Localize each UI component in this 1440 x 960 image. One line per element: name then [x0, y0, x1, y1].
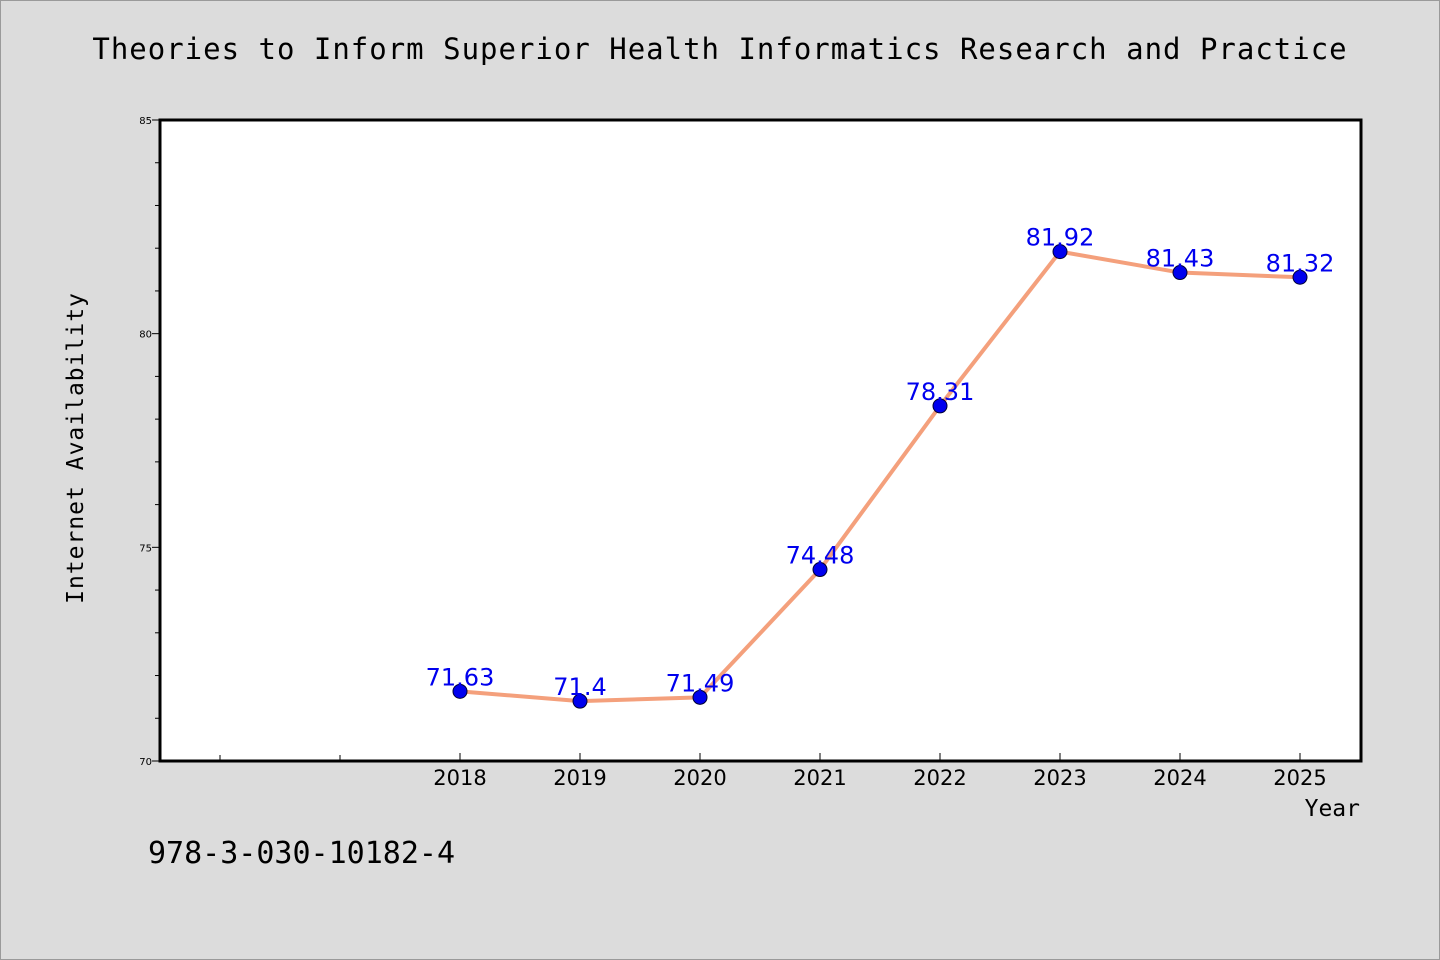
x-tick-label: 2018 — [433, 766, 486, 790]
series-group: 71.63 71.4 71.49 74.48 78.31 81.92 81.43 81.32 — [426, 224, 1335, 709]
data-point — [932, 398, 948, 414]
x-tick-label: 2024 — [1153, 766, 1206, 790]
data-label: 71.4 — [553, 673, 606, 701]
x-axis-label: Year — [1304, 796, 1360, 822]
y-axis: 70 75 80 85 — [139, 116, 160, 768]
data-label: 81.92 — [1026, 224, 1095, 252]
data-label: 81.32 — [1266, 249, 1335, 277]
data-point — [692, 689, 708, 705]
x-tick-label: 2019 — [553, 766, 606, 790]
data-label: 81.43 — [1146, 245, 1215, 273]
data-point — [1172, 265, 1188, 281]
x-tick-label: 2022 — [913, 766, 966, 790]
y-tick-label: 75 — [139, 543, 152, 554]
x-axis: 2018 2019 2020 2021 2022 2023 2024 2025 — [219, 753, 1327, 790]
data-label: 71.49 — [666, 669, 735, 697]
x-tick-label: 2021 — [793, 766, 846, 790]
y-tick-label: 70 — [139, 757, 152, 768]
x-tick-label: 2020 — [673, 766, 726, 790]
data-point — [452, 683, 468, 699]
y-tick-label: 80 — [139, 330, 152, 341]
x-tick-label: 2025 — [1273, 766, 1326, 790]
chart-title: Theories to Inform Superior Health Infor… — [92, 32, 1348, 66]
data-point — [1292, 269, 1308, 285]
footer-code: 978-3-030-10182-4 — [148, 836, 456, 871]
data-point — [572, 693, 588, 709]
y-tick-label: 85 — [139, 116, 152, 127]
data-label: 71.63 — [426, 663, 495, 691]
series-line — [458, 249, 1302, 704]
data-label: 74.48 — [786, 542, 855, 570]
x-tick-label: 2023 — [1033, 766, 1086, 790]
plot-area — [158, 118, 1363, 763]
data-point — [1052, 244, 1068, 260]
data-label: 78.31 — [906, 378, 975, 406]
data-point — [812, 562, 828, 578]
